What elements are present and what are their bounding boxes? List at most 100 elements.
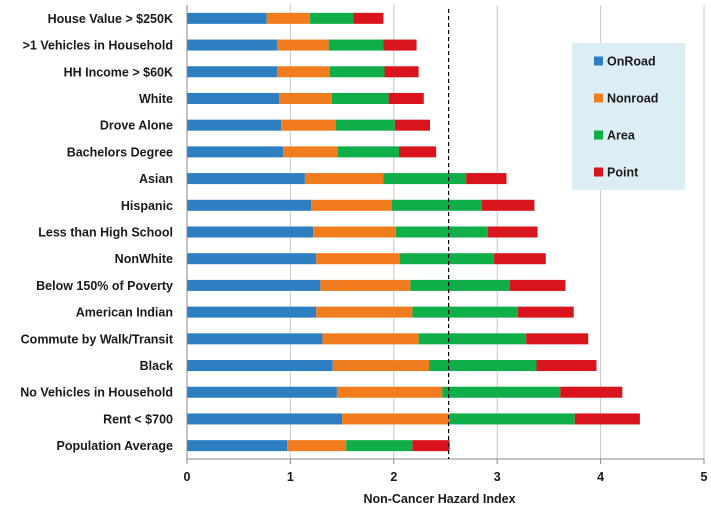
bar-nonroad-6 bbox=[283, 146, 338, 158]
bar-point-17 bbox=[412, 440, 450, 452]
x-tick-label-1: 1 bbox=[287, 470, 294, 484]
bar-point-2 bbox=[383, 39, 417, 51]
bar-nonroad-5 bbox=[281, 119, 336, 131]
category-label: Black bbox=[140, 359, 173, 373]
legend-box bbox=[572, 43, 685, 190]
bar-nonroad-11 bbox=[320, 279, 411, 291]
bar-onroad-3 bbox=[187, 66, 277, 78]
category-label: American Indian bbox=[76, 306, 173, 320]
bar-nonroad-14 bbox=[332, 360, 429, 372]
legend-label-nonroad: Nonroad bbox=[607, 92, 658, 106]
bar-nonroad-10 bbox=[316, 253, 401, 265]
category-label: Rent < $700 bbox=[103, 412, 173, 426]
bar-onroad-12 bbox=[187, 306, 317, 318]
bar-onroad-13 bbox=[187, 333, 323, 345]
bar-onroad-16 bbox=[187, 413, 343, 425]
bar-nonroad-8 bbox=[311, 199, 392, 211]
bar-point-16 bbox=[574, 413, 640, 425]
bar-area-5 bbox=[335, 119, 395, 131]
bar-onroad-5 bbox=[187, 119, 282, 131]
bar-nonroad-3 bbox=[276, 66, 330, 78]
category-label: >1 Vehicles in Household bbox=[23, 39, 173, 53]
category-label: House Value > $250K bbox=[48, 12, 173, 26]
bar-onroad-4 bbox=[187, 92, 280, 104]
legend-label-area: Area bbox=[607, 129, 636, 143]
bar-area-10 bbox=[400, 253, 495, 265]
category-label: Drove Alone bbox=[100, 119, 173, 133]
bar-onroad-8 bbox=[187, 199, 312, 211]
category-label: Below 150% of Poverty bbox=[36, 279, 173, 293]
bar-onroad-15 bbox=[187, 386, 337, 398]
bar-onroad-17 bbox=[187, 440, 288, 452]
bar-point-10 bbox=[494, 253, 546, 265]
bar-nonroad-7 bbox=[304, 173, 384, 185]
bar-area-8 bbox=[391, 199, 482, 211]
x-axis-title: Non-Cancer Hazard Index bbox=[363, 492, 515, 506]
bar-nonroad-1 bbox=[266, 12, 311, 24]
bar-point-12 bbox=[517, 306, 574, 318]
bar-area-2 bbox=[328, 39, 384, 51]
bar-point-13 bbox=[526, 333, 589, 345]
bar-point-1 bbox=[353, 12, 384, 24]
category-label: Bachelors Degree bbox=[67, 145, 173, 159]
legend: OnRoad Nonroad Area Point bbox=[572, 43, 685, 190]
bar-area-3 bbox=[329, 66, 385, 78]
bar-area-6 bbox=[337, 146, 399, 158]
category-label: Less than High School bbox=[38, 226, 173, 240]
bar-point-8 bbox=[481, 199, 535, 211]
bar-onroad-1 bbox=[187, 12, 267, 24]
bar-point-7 bbox=[466, 173, 507, 185]
bar-onroad-11 bbox=[187, 279, 321, 291]
x-tick-label-0: 0 bbox=[184, 470, 191, 484]
bar-point-4 bbox=[388, 92, 424, 104]
category-label: White bbox=[139, 92, 173, 106]
category-label: No Vehicles in Household bbox=[20, 386, 173, 400]
legend-swatch-onroad bbox=[594, 56, 603, 66]
bar-nonroad-15 bbox=[336, 386, 443, 398]
bar-onroad-2 bbox=[187, 39, 277, 51]
category-label: Asian bbox=[139, 172, 173, 186]
category-label: Commute by Walk/Transit bbox=[21, 332, 174, 346]
bar-point-15 bbox=[560, 386, 623, 398]
x-tick-label-2: 2 bbox=[390, 470, 397, 484]
bar-area-9 bbox=[395, 226, 488, 238]
legend-swatch-area bbox=[594, 130, 603, 140]
bar-point-6 bbox=[398, 146, 437, 158]
bar-area-4 bbox=[331, 92, 389, 104]
bar-nonroad-12 bbox=[316, 306, 413, 318]
bar-area-11 bbox=[410, 279, 510, 291]
category-label: NonWhite bbox=[115, 252, 173, 266]
bars bbox=[187, 12, 640, 452]
bar-area-1 bbox=[310, 12, 354, 24]
legend-swatch-nonroad bbox=[594, 93, 603, 103]
x-axis: 0 1 2 3 4 5 bbox=[184, 5, 708, 484]
bar-area-15 bbox=[442, 386, 561, 398]
bar-nonroad-17 bbox=[287, 440, 347, 452]
legend-label-point: Point bbox=[607, 166, 639, 180]
bar-point-5 bbox=[394, 119, 430, 131]
bar-nonroad-2 bbox=[276, 39, 329, 51]
bar-point-14 bbox=[536, 360, 597, 372]
x-tick-label-4: 4 bbox=[597, 470, 604, 484]
bar-onroad-10 bbox=[187, 253, 317, 265]
bar-onroad-14 bbox=[187, 360, 333, 372]
category-label: Hispanic bbox=[121, 199, 173, 213]
bar-nonroad-4 bbox=[279, 92, 332, 104]
bar-nonroad-16 bbox=[342, 413, 450, 425]
bar-area-17 bbox=[346, 440, 413, 452]
bar-point-11 bbox=[509, 279, 566, 291]
x-tick-label-3: 3 bbox=[494, 470, 501, 484]
category-labels: House Value > $250K >1 Vehicles in Househ… bbox=[20, 12, 174, 453]
bar-area-12 bbox=[412, 306, 518, 318]
bar-area-14 bbox=[428, 360, 537, 372]
category-label: Population Average bbox=[57, 439, 174, 453]
bar-onroad-9 bbox=[187, 226, 314, 238]
x-tick-label-5: 5 bbox=[701, 470, 708, 484]
legend-swatch-point bbox=[594, 167, 603, 177]
category-label: HH Income > $60K bbox=[64, 65, 173, 79]
bar-area-13 bbox=[418, 333, 527, 345]
bar-nonroad-13 bbox=[322, 333, 419, 345]
bar-onroad-6 bbox=[187, 146, 284, 158]
bar-area-7 bbox=[383, 173, 467, 185]
